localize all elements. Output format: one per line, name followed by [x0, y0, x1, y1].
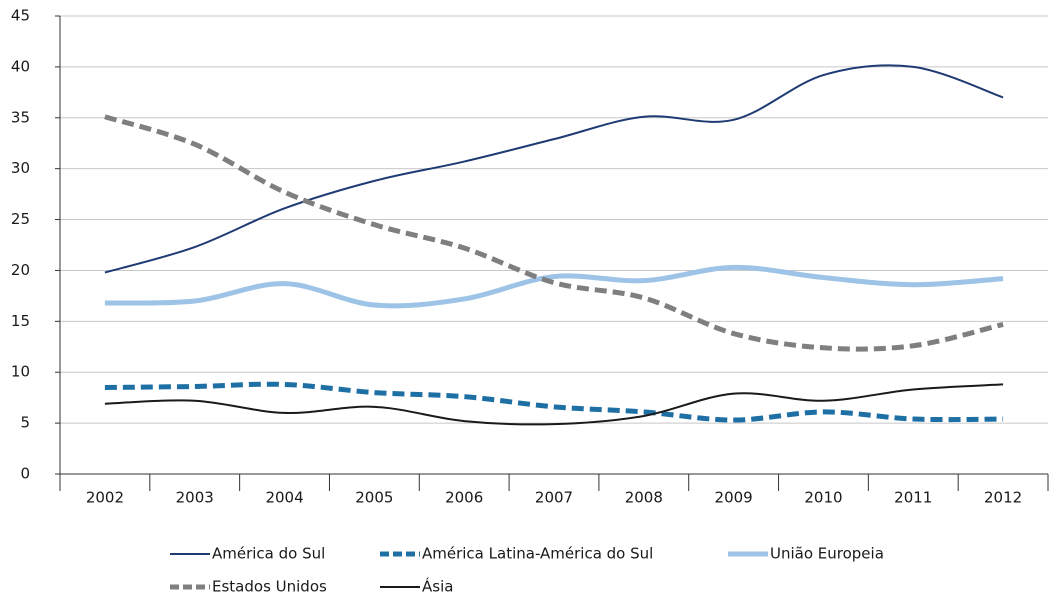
x-tick-label: 2003: [176, 489, 214, 507]
y-tick-label: 5: [20, 414, 30, 432]
x-tick-label: 2012: [984, 489, 1022, 507]
x-tick-label: 2007: [535, 489, 573, 507]
legend-label: União Europeia: [770, 545, 884, 563]
x-tick-label: 2005: [355, 489, 393, 507]
series-line: [104, 383, 1004, 426]
y-tick-label: 10: [11, 363, 30, 381]
series-line: [104, 264, 1004, 309]
y-tick-label: 15: [11, 312, 30, 330]
x-tick-label: 2008: [625, 489, 663, 507]
series-line: [104, 64, 1004, 274]
y-tick-label: 45: [11, 7, 30, 25]
legend-label: Estados Unidos: [212, 578, 327, 596]
y-tick-label: 35: [11, 108, 30, 126]
x-tick-label: 2011: [894, 489, 932, 507]
x-tick-label: 2004: [265, 489, 303, 507]
x-tick-label: 2009: [715, 489, 753, 507]
series-line: [104, 381, 1004, 423]
series-line: [104, 114, 1004, 352]
y-tick-label: 25: [11, 210, 30, 228]
y-tick-label: 20: [11, 261, 30, 279]
x-tick-label: 2006: [445, 489, 483, 507]
y-tick-label: 0: [20, 465, 30, 483]
y-tick-label: 40: [11, 57, 30, 75]
y-tick-label: 30: [11, 159, 30, 177]
x-tick-label: 2010: [804, 489, 842, 507]
legend-label: América Latina-América do Sul: [422, 545, 653, 563]
legend-label: Ásia: [422, 577, 453, 596]
legend-label: América do Sul: [212, 545, 325, 563]
x-tick-label: 2002: [86, 489, 124, 507]
